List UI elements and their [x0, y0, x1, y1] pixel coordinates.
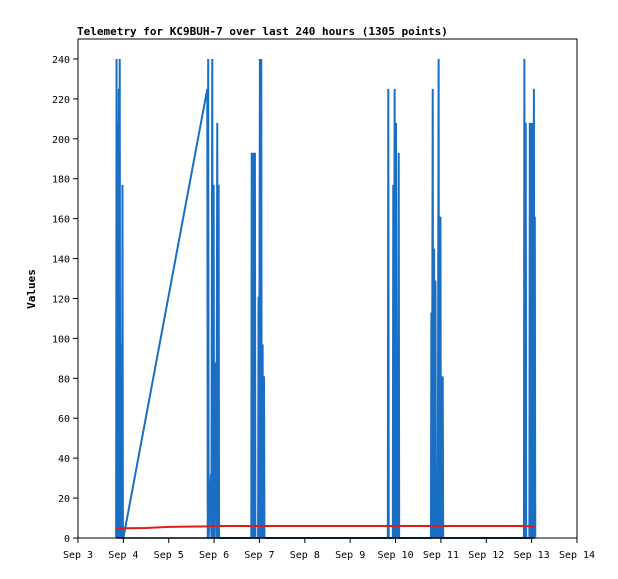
series-line-1: [115, 58, 537, 539]
y-tick-label: 160: [52, 215, 70, 226]
y-tick-label: 240: [52, 55, 70, 66]
chart-title: Telemetry for KC9BUH-7 over last 240 hou…: [77, 25, 448, 38]
y-axis-label: Values: [25, 269, 38, 309]
series-line-2: [116, 525, 535, 530]
x-tick-label: Sep 3: [63, 550, 93, 561]
x-tick-label: Sep 6: [199, 550, 229, 561]
x-tick-label: Sep 9: [335, 550, 365, 561]
x-tick-label: Sep 13: [514, 550, 550, 561]
y-tick-label: 180: [52, 175, 70, 186]
x-tick-label: Sep 5: [154, 550, 184, 561]
x-tick-label: Sep 7: [244, 550, 274, 561]
y-tick-label: 220: [52, 95, 70, 106]
x-tick-label: Sep 4: [108, 550, 138, 561]
y-tick-label: 120: [52, 294, 70, 305]
y-tick-label: 100: [52, 334, 70, 345]
x-tick-label: Sep 10: [377, 550, 413, 561]
x-tick-label: Sep 14: [559, 550, 595, 561]
x-tick-label: Sep 12: [468, 550, 504, 561]
y-tick-label: 40: [58, 454, 70, 465]
plot-area: [77, 38, 578, 539]
axes-layer: 0 20 40 60 80 100 120 140 160 180 200 220 240 Sep 3 Se…: [52, 55, 595, 561]
y-tick-label: 80: [58, 374, 70, 385]
x-tick-label: Sep 8: [290, 550, 320, 561]
y-tick-label: 0: [64, 534, 70, 545]
series-layer: [115, 58, 537, 539]
y-tick-label: 60: [58, 414, 70, 425]
x-tick-label: Sep 11: [423, 550, 459, 561]
y-tick-label: 140: [52, 255, 70, 266]
y-tick-label: 200: [52, 135, 70, 146]
y-tick-label: 20: [58, 494, 70, 505]
